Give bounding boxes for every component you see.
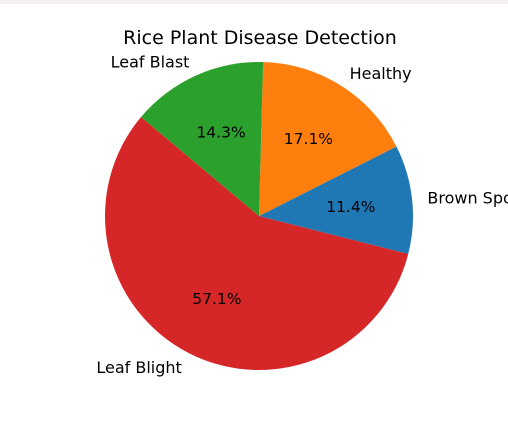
slice-pct-brown-spot: 11.4% (326, 198, 375, 216)
chart-title: Rice Plant Disease Detection (123, 27, 397, 49)
slice-label-healthy: Healthy (350, 64, 412, 83)
slice-label-leaf-blight: Leaf Blight (96, 358, 181, 377)
pie-labels: Leaf Blight 57.1% Brown Spot 11.4% Healthy 17… (96, 53, 508, 377)
slice-pct-leaf-blast: 14.3% (196, 124, 245, 142)
slice-pct-healthy: 17.1% (284, 130, 333, 148)
pie-slice-brown-spot (259, 146, 413, 254)
slice-label-leaf-blast: Leaf Blast (111, 53, 190, 72)
pie-slices (104, 62, 413, 371)
top-edge-strip (0, 0, 508, 4)
pie-slice-leaf-blast (141, 62, 264, 216)
slice-label-brown-spot: Brown Spot (427, 188, 508, 207)
pie-slice-healthy (259, 62, 397, 216)
slice-pct-leaf-blight: 57.1% (192, 290, 241, 308)
pie-slice-leaf-blight (104, 117, 409, 371)
